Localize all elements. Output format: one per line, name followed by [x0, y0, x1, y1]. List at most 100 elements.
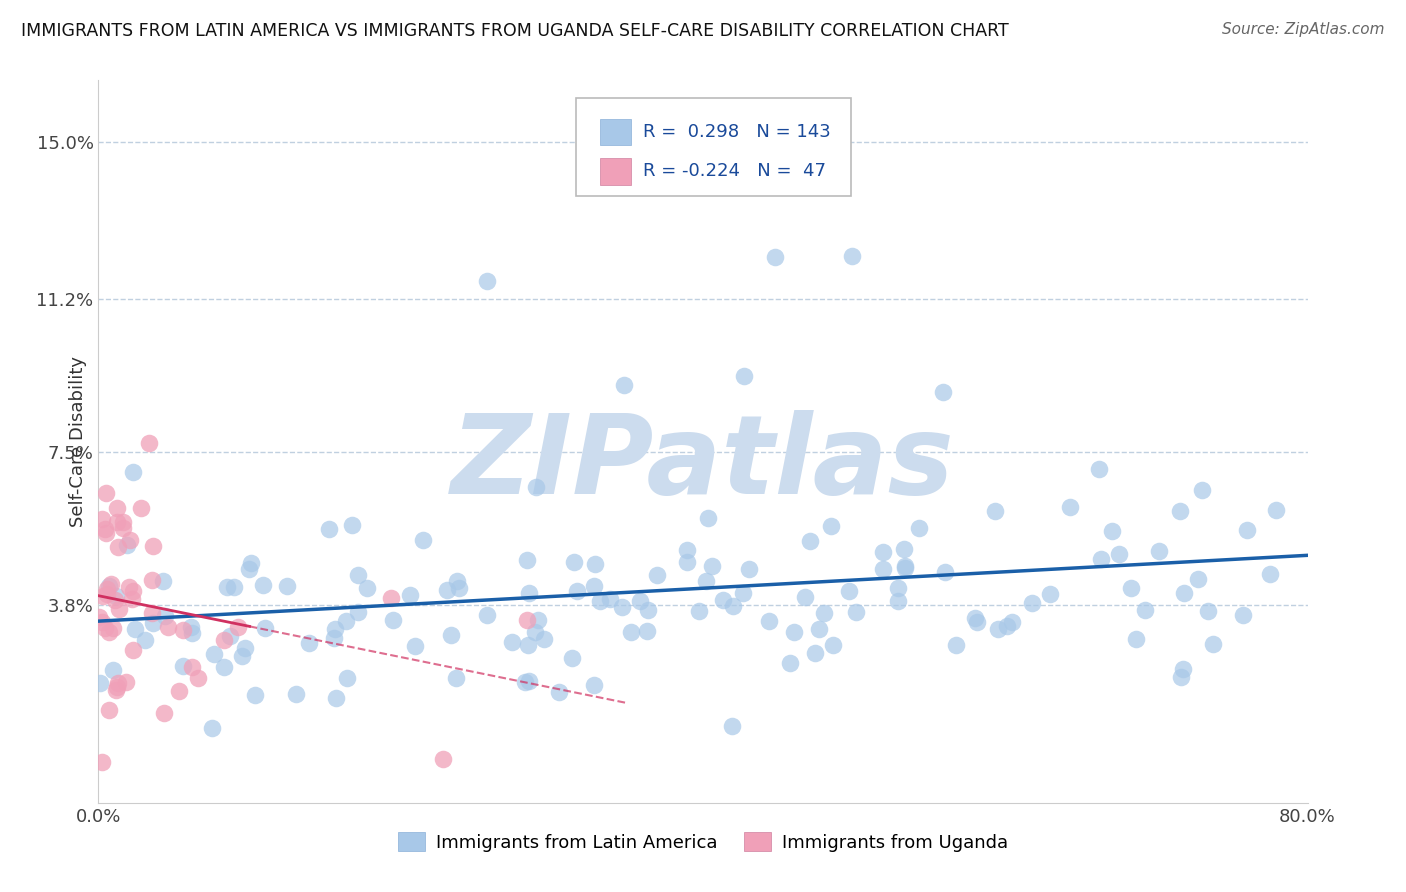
Point	[700, 558, 723, 573]
Point	[804, 646, 827, 660]
Point	[583, 557, 606, 571]
Point	[107, 540, 129, 554]
Legend: Immigrants from Latin America, Immigrants from Uganda: Immigrants from Latin America, Immigrant…	[391, 825, 1015, 859]
Point	[1232, 608, 1254, 623]
Point	[105, 680, 128, 694]
Point	[155, 608, 177, 623]
Point	[214, 660, 236, 674]
Point	[318, 522, 340, 536]
Point	[96, 486, 118, 500]
Point	[894, 558, 917, 573]
Point	[254, 621, 277, 635]
Point	[298, 636, 321, 650]
Point	[446, 671, 468, 685]
Point	[1173, 586, 1195, 600]
Point	[141, 606, 163, 620]
Point	[276, 579, 298, 593]
Point	[107, 675, 129, 690]
Point	[97, 703, 120, 717]
Point	[1059, 500, 1081, 514]
Point	[524, 480, 547, 494]
Point	[342, 517, 364, 532]
Point	[181, 625, 204, 640]
Point	[335, 614, 357, 628]
Point	[934, 565, 956, 579]
Text: Source: ZipAtlas.com: Source: ZipAtlas.com	[1222, 22, 1385, 37]
Point	[1001, 615, 1024, 629]
Point	[404, 639, 426, 653]
Point	[100, 576, 122, 591]
Point	[872, 561, 894, 575]
Point	[1201, 636, 1223, 650]
Point	[1264, 503, 1286, 517]
Point	[233, 641, 256, 656]
Point	[733, 369, 755, 384]
Point	[763, 250, 786, 264]
Point	[637, 603, 659, 617]
Point	[122, 583, 145, 598]
Point	[887, 581, 910, 595]
Point	[567, 584, 589, 599]
Point	[98, 579, 121, 593]
Point	[610, 600, 633, 615]
Point	[94, 621, 117, 635]
Point	[115, 674, 138, 689]
Point	[105, 501, 128, 516]
Point	[516, 613, 538, 627]
Point	[89, 676, 111, 690]
Point	[737, 562, 759, 576]
Point	[398, 588, 420, 602]
Point	[711, 593, 734, 607]
Point	[527, 613, 550, 627]
Point	[122, 643, 145, 657]
Point	[87, 610, 110, 624]
Point	[98, 625, 121, 640]
Point	[91, 589, 114, 603]
Point	[284, 688, 307, 702]
Point	[813, 606, 835, 620]
Point	[187, 671, 209, 685]
Text: ZIPatlas: ZIPatlas	[451, 409, 955, 516]
Point	[887, 594, 910, 608]
Point	[141, 573, 163, 587]
Point	[180, 659, 202, 673]
Point	[172, 624, 194, 638]
Point	[838, 583, 860, 598]
Point	[516, 638, 538, 652]
Point	[1236, 523, 1258, 537]
Point	[907, 521, 929, 535]
Point	[138, 436, 160, 450]
Point	[1101, 524, 1123, 538]
Point	[152, 574, 174, 588]
Point	[808, 623, 831, 637]
Point	[105, 516, 128, 530]
Point	[799, 534, 821, 549]
Point	[412, 533, 434, 548]
Point	[523, 625, 546, 640]
Point	[501, 635, 523, 649]
Point	[1171, 662, 1194, 676]
Point	[449, 581, 471, 595]
Point	[697, 510, 720, 524]
Point	[104, 593, 127, 607]
Point	[107, 602, 129, 616]
Point	[1119, 582, 1142, 596]
Point	[758, 615, 780, 629]
Point	[323, 632, 346, 646]
Point	[688, 604, 710, 618]
Point	[91, 512, 114, 526]
Point	[224, 581, 246, 595]
Point	[1170, 670, 1192, 684]
Point	[894, 561, 917, 575]
Point	[252, 577, 274, 591]
Text: R = -0.224   N =  47: R = -0.224 N = 47	[643, 162, 825, 180]
Point	[872, 545, 894, 559]
Point	[436, 582, 458, 597]
Point	[779, 656, 801, 670]
Point	[636, 624, 658, 638]
Point	[517, 674, 540, 689]
Point	[105, 589, 128, 603]
Text: IMMIGRANTS FROM LATIN AMERICA VS IMMIGRANTS FROM UGANDA SELF-CARE DISABILITY COR: IMMIGRANTS FROM LATIN AMERICA VS IMMIGRA…	[21, 22, 1010, 40]
Point	[169, 684, 191, 698]
Point	[118, 533, 141, 547]
